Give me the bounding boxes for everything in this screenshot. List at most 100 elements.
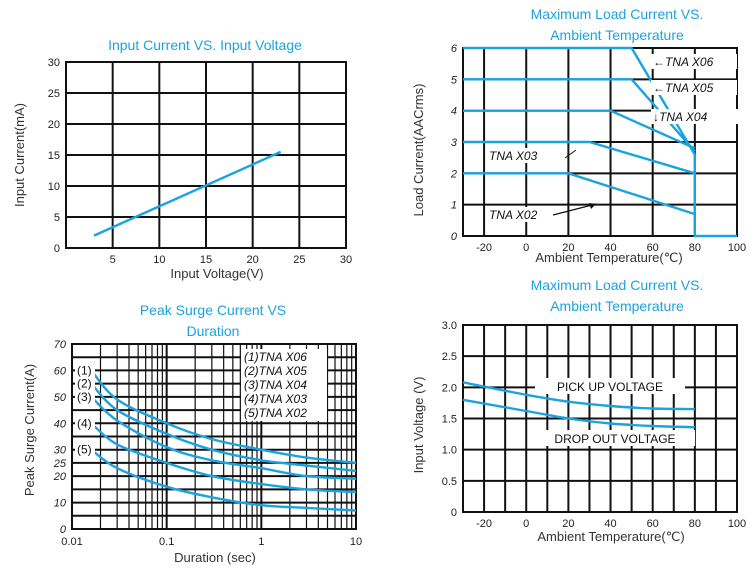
chart2-x-tick-5: 80: [689, 242, 701, 254]
chart1-y-tick-0: 0: [54, 243, 60, 255]
chart2-arrowhead-x02: [589, 203, 596, 209]
chart3-legend-item-1: (1)TNA X06: [244, 350, 307, 364]
chart3-x-tick-2: 1: [258, 536, 264, 548]
chart2-y-ticks: 0 1 2 3 4 5 6: [450, 43, 458, 243]
chart3-legend-item-5: (5)TNA X02: [244, 406, 307, 420]
chart-input-voltage: Maximum Load Current VS. Ambient Tempera…: [411, 277, 746, 544]
chart3-x-ticks: 0.01 0.1 1 10: [61, 536, 362, 548]
chart3-x-label: Duration (sec): [174, 550, 256, 565]
chart3-series: [90, 369, 357, 512]
chart3-y-tick-0: 0: [60, 524, 67, 536]
chart2-series-2: [463, 109, 696, 150]
chart2-title-line1: Maximum Load Current VS.: [531, 6, 704, 22]
chart2-x-tick-4: 60: [647, 242, 659, 254]
chart2-y-tick-3: 3: [451, 137, 458, 149]
chart3-curve-label-bg-2: [75, 389, 95, 404]
chart1-y-tick-6: 30: [48, 57, 60, 69]
chart4-y-tick-1: 0.5: [442, 476, 457, 488]
chart4-title-line2: Ambient Temperature: [550, 298, 684, 314]
chart4-x-tick-1: 0: [523, 518, 529, 530]
chart2-title-line2: Ambient Temperature: [550, 27, 684, 43]
chart3-curve-label-bg-3: [75, 416, 95, 431]
chart3-legend-item-2: (2)TNA X05: [244, 364, 307, 378]
chart4-series-0: [462, 381, 695, 411]
chart1-y-ticks: 0 5 10 15 20 25 30: [48, 57, 60, 255]
chart2-annotation-x03: TNA X03: [489, 149, 538, 163]
chart3-curve-label-2: (3): [77, 390, 92, 404]
chart2-x-tick-2: 20: [562, 242, 574, 254]
chart4-series-1: [462, 398, 695, 429]
chart-load-current: Maximum Load Current VS. Ambient Tempera…: [411, 6, 746, 265]
chart4-y-tick-6: 3.0: [442, 320, 457, 332]
chart1-frame: [65, 61, 347, 249]
chart3-y-tick-4: 30: [54, 445, 67, 457]
chart2-annotation-bg-x02: [487, 207, 551, 222]
chart2-arrow-x02: [552, 203, 597, 216]
chart2-annotation-bg-x05: [651, 80, 737, 95]
chart3-curve-label-bg-1: [75, 376, 95, 391]
chart3-y-tick-1: 10: [54, 498, 67, 510]
chart4-series: [462, 381, 695, 429]
chart3-y-tick-8: 70: [54, 339, 67, 351]
chart1-y-tick-4: 20: [48, 119, 60, 131]
chart1-y-tick-5: 25: [48, 88, 60, 100]
chart4-y-tick-3: 1.5: [442, 414, 457, 426]
chart2-annotation-x06: ←TNA X06: [653, 55, 714, 69]
chart3-y-tick-5: 40: [54, 418, 67, 430]
chart2-x-ticks: -20 0 20 40 60 80 100: [476, 242, 746, 254]
chart3-series-3: [90, 422, 357, 494]
chart4-title-line1: Maximum Load Current VS.: [531, 277, 704, 293]
chart1-x-tick-1: 10: [153, 254, 165, 266]
chart3-curve-label-bg-4: [75, 442, 95, 457]
chart1-y-label: Input Current(mA): [12, 103, 27, 207]
chart3-y-tick-7: 60: [54, 365, 67, 377]
chart4-annotation-dropout: DROP OUT VOLTAGE: [554, 432, 675, 446]
chart4-y-label: Input Voltage (V): [411, 377, 426, 474]
chart1-x-tick-0: 5: [110, 254, 116, 266]
chart2-y-tick-2: 2: [450, 168, 457, 180]
chart3-x-tick-0: 0.01: [61, 536, 82, 548]
chart3-curve-label-4: (5): [77, 443, 92, 457]
chart3-x-tick-1: 0.1: [159, 536, 174, 548]
chart1-x-ticks: 5 10 15 20 25 30: [110, 254, 353, 266]
chart4-annotation-bg-pickup: [535, 378, 685, 394]
chart2-annotation-x02: TNA X02: [489, 208, 538, 222]
chart1-y-tick-1: 5: [54, 212, 60, 224]
chart1-x-tick-4: 25: [293, 254, 305, 266]
chart4-x-tick-6: 100: [728, 518, 746, 530]
chart2-y-tick-4: 4: [451, 106, 457, 118]
chart1-x-tick-3: 20: [247, 254, 259, 266]
chart3-series-4: [90, 448, 357, 512]
chart4-x-tick-4: 60: [647, 518, 659, 530]
chart4-x-tick-3: 40: [604, 518, 616, 530]
chart1-x-tick-5: 30: [340, 254, 352, 266]
chart1-series-0: [93, 150, 282, 237]
chart3-legend: (1)TNA X06 (2)TNA X05 (3)TNA X04 (4)TNA …: [241, 349, 327, 421]
chart2-annotations: ←TNA X06 ←TNA X05 ↓TNA X04 TNA X03 TNA X…: [487, 54, 739, 222]
chart4-x-tick-5: 80: [689, 518, 701, 530]
chart4-x-label: Ambient Temperature(℃): [537, 529, 684, 544]
chart4-y-tick-4: 2.0: [442, 382, 457, 394]
chart2-x-tick-3: 40: [604, 242, 616, 254]
chart3-series-2: [90, 396, 357, 480]
chart3-series-1: [90, 382, 357, 473]
chart4-y-tick-5: 2.5: [442, 351, 457, 363]
chart2-series-4: [463, 172, 696, 216]
chart3-y-tick-3: 25: [53, 458, 67, 470]
chart2-limit-line: [693, 154, 737, 238]
chart2-y-tick-0: 0: [451, 231, 458, 243]
chart3-title-line2: Duration: [187, 323, 240, 339]
chart2-y-tick-5: 5: [451, 74, 458, 86]
chart3-x-tick-3: 10: [350, 536, 362, 548]
chart4-x-tick-2: 20: [562, 518, 574, 530]
chart3-curve-label-bg-0: [75, 363, 95, 378]
chart2-series-1: [463, 78, 696, 153]
chart2-x-tick-6: 100: [728, 242, 746, 254]
chart3-y-tick-2: 20: [53, 471, 67, 483]
chart4-frame: [462, 324, 738, 513]
chart3-frame: [71, 343, 357, 530]
chart3-grid: [71, 343, 357, 530]
chart4-x-tick-0: -20: [476, 518, 492, 530]
